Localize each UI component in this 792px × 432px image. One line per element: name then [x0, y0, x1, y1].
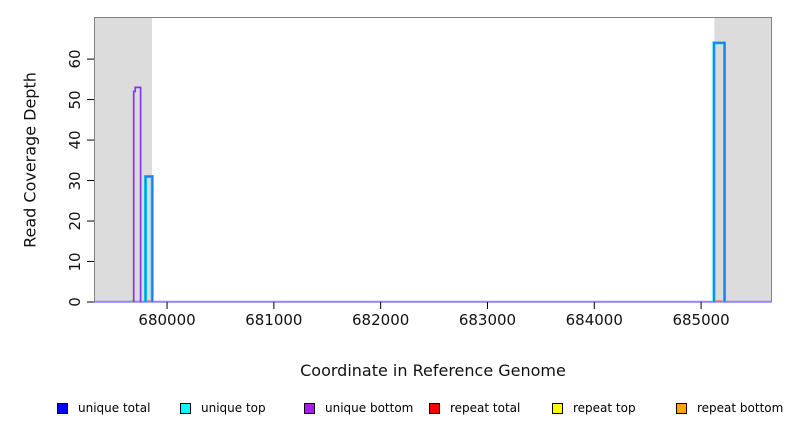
x-tick-label: 683000	[458, 311, 517, 329]
legend-swatch	[57, 402, 68, 414]
legend-item-repeat-total: repeat total	[429, 400, 520, 416]
y-tick-label: 40	[66, 130, 84, 150]
y-tick-label: 10	[66, 251, 84, 272]
legend-item-repeat-top: repeat top	[552, 400, 636, 416]
shaded-region	[714, 17, 772, 302]
series-unique-bottom	[132, 86, 142, 302]
legend-swatch	[180, 402, 191, 414]
plot-border	[94, 17, 772, 303]
series-unique-total	[713, 42, 726, 302]
x-tick-label: 682000	[352, 311, 410, 329]
legend-item-unique-bottom: unique bottom	[304, 400, 413, 416]
legend-swatch	[552, 402, 563, 414]
x-tick-label: 680000	[138, 311, 196, 329]
y-tick-label: 20	[66, 211, 84, 231]
y-tick-label: 60	[66, 49, 84, 69]
legend-label: unique total	[78, 401, 151, 415]
legend-label: unique bottom	[325, 401, 414, 415]
series-unique-total	[144, 175, 154, 302]
legend-label: repeat total	[450, 401, 521, 415]
shaded-region	[94, 17, 152, 302]
y-tick-label: 50	[66, 90, 84, 110]
legend-swatch	[304, 402, 315, 414]
legend-swatch	[429, 402, 440, 414]
x-tick-label: 684000	[565, 311, 623, 329]
y-tick-label: 0	[66, 297, 84, 307]
legend-label: repeat bottom	[697, 401, 784, 415]
legend-item-repeat-bottom: repeat bottom	[676, 400, 783, 416]
x-axis-title: Coordinate in Reference Genome	[300, 361, 566, 380]
y-tick-label: 30	[66, 171, 84, 191]
legend-item-unique-total: unique total	[57, 400, 150, 416]
legend-swatch	[676, 402, 687, 414]
legend-label: repeat top	[573, 401, 636, 415]
y-axis-title: Read Coverage Depth	[20, 72, 40, 248]
legend-label: unique top	[201, 401, 266, 415]
x-tick-label: 681000	[245, 311, 303, 329]
legend-item-unique-top: unique top	[180, 400, 266, 416]
x-tick-label: 685000	[672, 311, 730, 329]
